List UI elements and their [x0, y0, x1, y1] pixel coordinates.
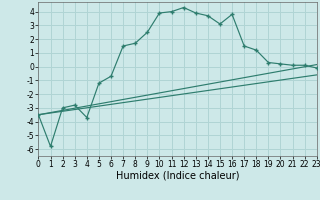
- X-axis label: Humidex (Indice chaleur): Humidex (Indice chaleur): [116, 171, 239, 181]
